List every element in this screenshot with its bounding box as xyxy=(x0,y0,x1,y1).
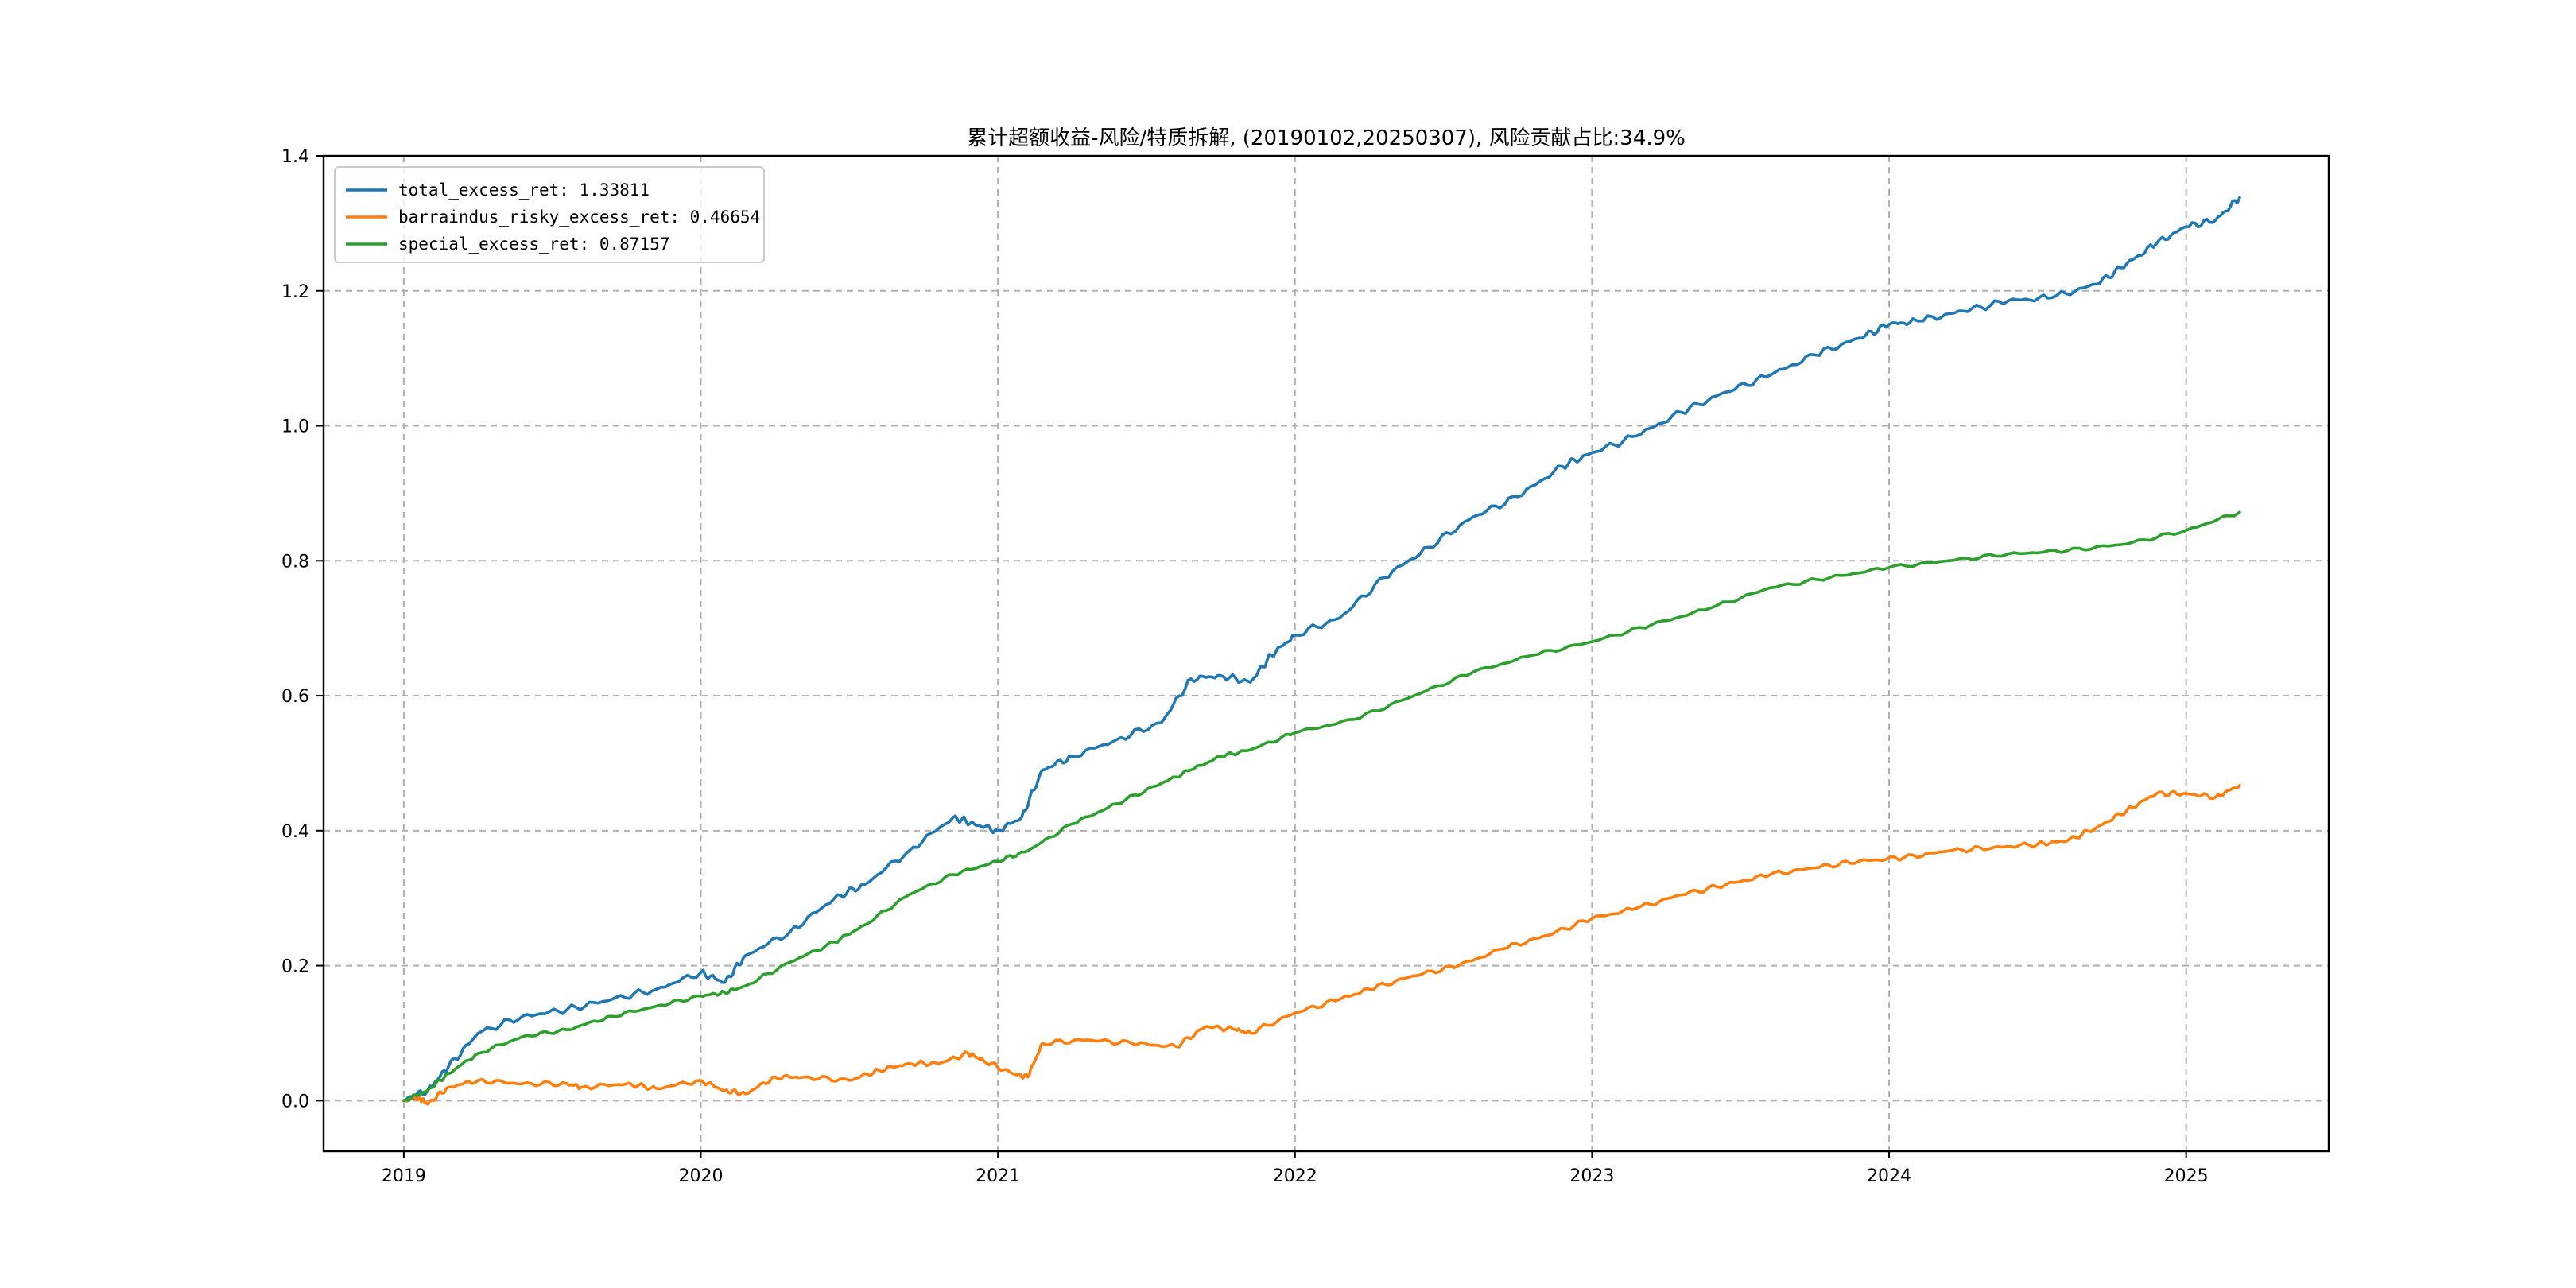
series-line-total-excess-ret xyxy=(402,196,2241,1103)
legend-label: total_excess_ret: 1.33811 xyxy=(398,180,650,200)
axis-ticks: 2019 2020 2021 2022 2023 2024 2025 0.0 0.2 0.4 0.6… xyxy=(281,147,2209,1186)
legend-box xyxy=(334,166,765,263)
y-tick-label: 0.8 xyxy=(281,552,309,572)
x-tick-label: 2021 xyxy=(976,1166,1020,1186)
y-tick-label: 1.4 xyxy=(281,147,309,167)
x-tick-label: 2025 xyxy=(2164,1166,2209,1186)
x-tick-label: 2022 xyxy=(1273,1166,1317,1186)
y-tick-label: 0.4 xyxy=(281,822,309,842)
series-line-special-excess-ret xyxy=(402,510,2241,1103)
x-tick-label: 2020 xyxy=(679,1166,724,1186)
chart-title: 累计超额收益-风险/特质拆解, (20190102,20250307), 风险贡… xyxy=(967,126,1686,150)
x-tick-label: 2023 xyxy=(1569,1166,1614,1186)
series-line-barraindus-risky-excess-ret xyxy=(402,784,2241,1106)
plot-lines xyxy=(402,196,2241,1106)
y-tick-label: 0.6 xyxy=(281,687,309,707)
x-tick-label: 2024 xyxy=(1867,1166,1911,1186)
axes-frame xyxy=(322,154,2330,1153)
legend-label: barraindus_risky_excess_ret: 0.46654 xyxy=(398,208,760,227)
y-tick-label: 0.2 xyxy=(281,957,309,977)
y-tick-label: 0.0 xyxy=(281,1092,309,1111)
x-tick-label: 2019 xyxy=(382,1166,426,1186)
y-tick-label: 1.2 xyxy=(281,282,309,302)
y-tick-label: 1.0 xyxy=(281,417,309,437)
legend-label: special_excess_ret: 0.87157 xyxy=(398,235,669,254)
legend: total_excess_ret: 1.33811 barraindus_risk… xyxy=(334,166,765,263)
